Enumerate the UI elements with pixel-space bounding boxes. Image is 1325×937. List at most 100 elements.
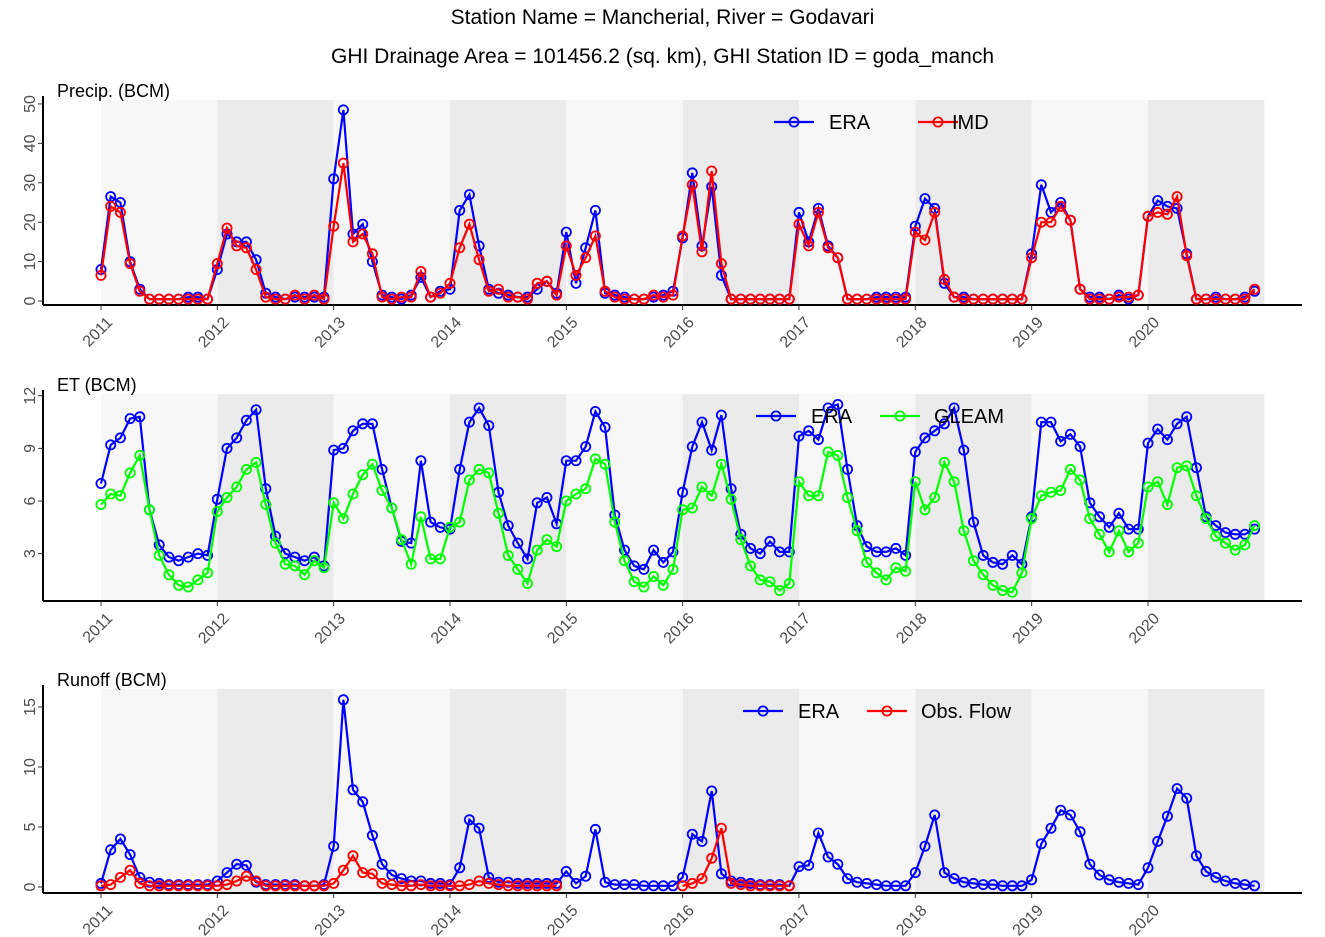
year-band [798,394,916,601]
data-point [1026,513,1038,525]
data-point [1249,523,1261,535]
data-point [308,289,320,301]
data-point [1064,809,1076,821]
x-tick-label: 2017 [777,610,814,647]
y-tick-label: 0 [22,297,39,306]
data-point [609,516,621,528]
data-point [1239,293,1251,305]
data-point [667,546,679,558]
data-point [240,236,252,248]
data-point [357,469,369,481]
data-point [648,544,660,556]
data-point [560,495,572,507]
data-point [240,859,252,871]
data-point [793,476,805,488]
data-point [250,263,262,275]
series-line-imd [99,162,1256,301]
data-point [337,104,349,116]
data-point [328,840,340,852]
chart-panel-0: Precip. (BCM) 0 10 20 30 40 50 2011 2012 2013 2014… [22,81,1302,351]
data-point [1239,539,1251,551]
data-point [706,490,718,502]
data-point [706,785,718,797]
data-point [1055,200,1067,212]
y-tick-label: 0 [22,882,39,891]
x-tick-label: 2019 [1010,902,1047,937]
data-point [366,418,378,430]
data-point [948,402,960,414]
data-point [395,873,407,885]
data-point [434,287,446,299]
data-point [134,285,146,297]
data-point [114,432,126,444]
data-point [473,254,485,266]
panel-title: Precip. (BCM) [57,81,170,101]
data-point [638,563,650,575]
x-tick-label: 2012 [195,314,232,351]
data-point [211,258,223,270]
data-point [735,534,747,546]
legend-marker [788,116,800,128]
data-point [260,498,272,510]
data-point [900,549,912,561]
data-point [1016,880,1028,892]
data-point [328,220,340,232]
data-point [589,230,601,242]
legend-marker [881,705,893,717]
data-point [1016,293,1028,305]
data-point [725,493,737,505]
data-point [929,809,941,821]
data-point [677,486,689,498]
data-point [599,285,611,297]
data-point [114,206,126,218]
year-band [915,689,1032,893]
data-point [783,880,795,892]
data-point [289,289,301,301]
data-point [1055,484,1067,496]
data-point [463,879,475,891]
data-point [1074,826,1086,838]
data-point [269,537,281,549]
data-point [589,405,601,417]
y-tick-label: 6 [22,496,39,505]
data-point [619,555,631,567]
data-point [1074,441,1086,453]
data-point [502,520,514,532]
year-band [1147,689,1265,893]
data-point [1064,214,1076,226]
y-tick-label: 20 [22,213,39,231]
x-tick-label: 2012 [195,610,232,647]
data-point [667,289,679,301]
chart-title-line1: Station Name = Mancherial, River = Godav… [450,6,875,29]
data-point [929,425,941,437]
data-point [483,871,495,883]
data-point [463,218,475,230]
data-point [842,873,854,885]
data-point [376,858,388,870]
data-point [919,432,931,444]
data-point [182,581,194,593]
y-tick-label: 9 [22,444,39,453]
data-point [318,880,330,892]
data-point [948,873,960,885]
data-point [541,491,553,503]
data-point [686,167,698,179]
year-band [333,689,450,893]
data-point [1220,537,1232,549]
data-point [657,556,669,568]
year-band [449,689,567,893]
data-point [638,581,650,593]
data-point [677,880,689,892]
x-tick-label: 2017 [777,314,814,351]
data-point [919,840,931,852]
data-point [541,534,553,546]
data-point [1152,476,1164,488]
data-point [648,570,660,582]
data-point [1074,283,1086,295]
data-point [1026,252,1038,264]
data-point [202,293,214,305]
data-point [522,578,534,590]
data-point [182,551,194,563]
data-point [900,565,912,577]
data-point [1210,871,1222,883]
